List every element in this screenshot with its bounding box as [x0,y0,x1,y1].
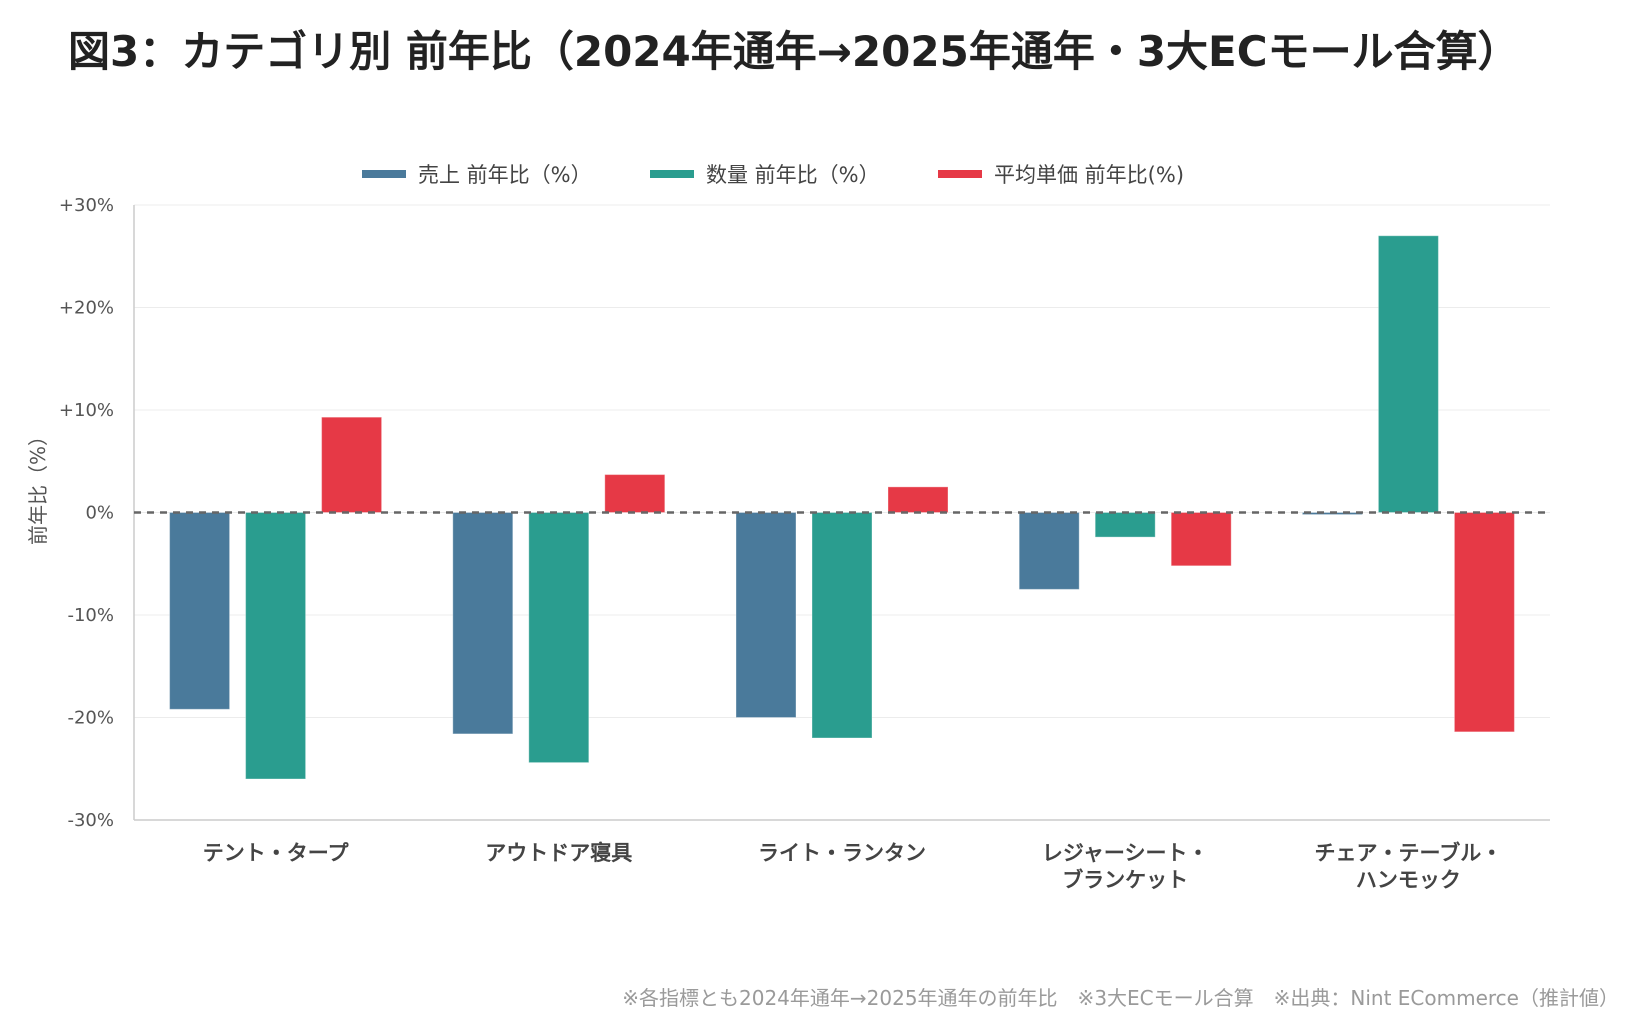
legend-label: 数量 前年比（%） [706,163,880,187]
bar-3-5 [1453,512,1515,733]
bars [169,235,1515,780]
chart-title: 図3：カテゴリ別 前年比（2024年通年→2025年通年・3大ECモール合算） [68,27,1520,76]
legend: 売上 前年比（%） 数量 前年比（%） 平均単価 前年比(%) [362,163,1184,187]
bar-3-2 [604,474,666,514]
x-tick-label: テント・タープ [203,841,350,865]
y-tick-label: +30% [59,195,114,216]
y-tick-label: +10% [59,400,114,421]
bar-2-2 [528,512,590,764]
y-tick-label: -20% [67,708,114,729]
legend-label: 売上 前年比（%） [418,163,592,187]
footnote: ※各指標とも2024年通年→2025年通年の前年比 ※3大ECモール合算 ※出典… [622,986,1619,1010]
x-tick-label: アウトドア寝具 [485,841,632,865]
legend-swatch [650,170,694,178]
bar-3-3 [887,486,949,513]
x-tick-label: ライト・ランタン [758,841,926,865]
legend-swatch [938,170,982,178]
x-tick-label: ハンモック [1356,868,1461,892]
x-tick-label: ブランケット [1062,868,1188,892]
y-tick-label: -30% [67,810,114,831]
y-axis-title: 前年比（%） [26,425,50,545]
bar-1-4 [1018,512,1080,590]
legend-swatch [362,170,406,178]
bar-3-1 [321,416,383,513]
y-tick-label: 0% [85,503,114,524]
x-tick-label: チェア・テーブル・ [1315,841,1503,865]
legend-label: 平均単価 前年比(%) [994,163,1184,187]
bar-2-5 [1377,235,1439,513]
x-tick-labels: テント・タープ アウトドア寝具 ライト・ランタン レジャーシート・ブランケット チェア・… [203,841,1503,892]
x-tick-label: レジャーシート・ [1042,841,1209,865]
bar-2-4 [1094,512,1156,538]
bar-1-3 [735,512,797,718]
bar-1-1 [169,512,231,710]
y-tick-label: -10% [67,605,114,626]
bar-2-3 [811,512,873,739]
y-tick-labels: +30% +20% +10% 0% -10% -20% -30% [59,195,114,831]
bar-2-1 [245,512,307,780]
y-tick-label: +20% [59,298,114,319]
bar-1-2 [452,512,514,735]
bar-3-4 [1170,512,1232,567]
